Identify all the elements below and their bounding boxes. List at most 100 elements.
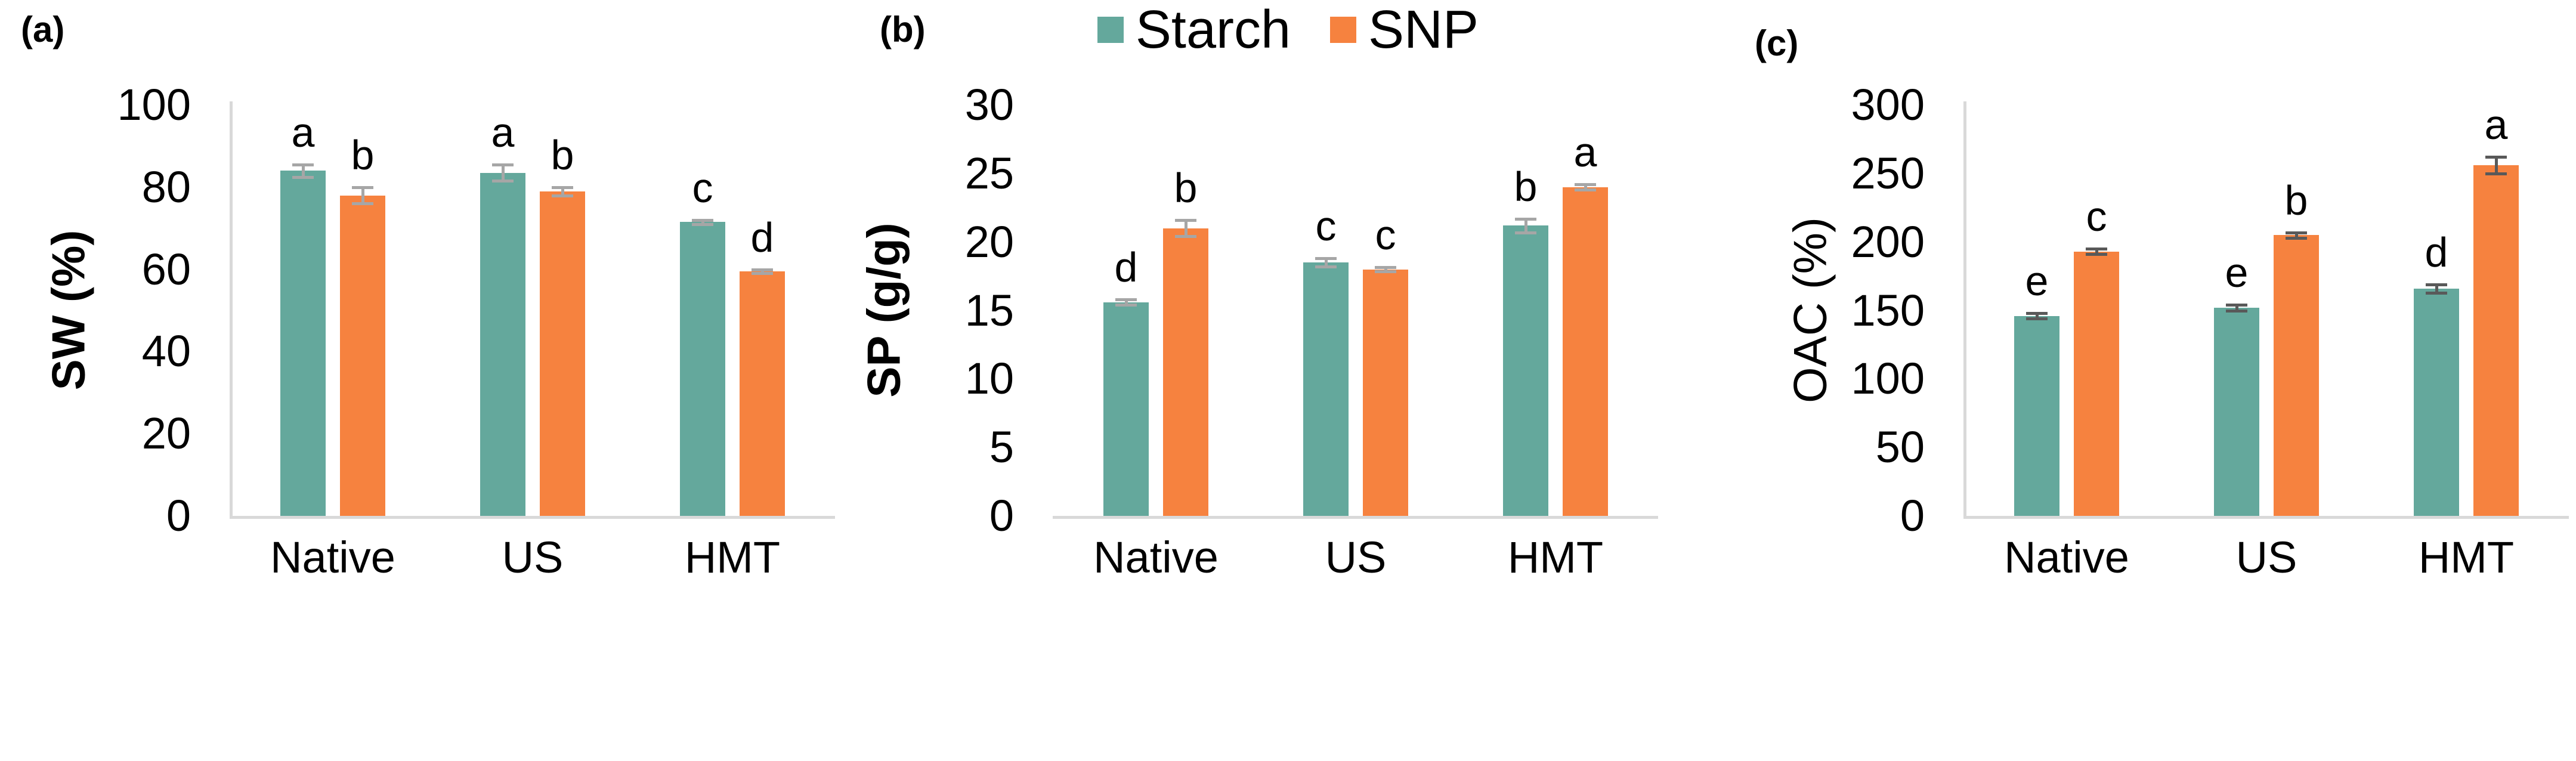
- bar-starch-hmt: [1503, 225, 1548, 516]
- y-tick-label: 20: [964, 217, 1014, 267]
- error-bar-cap-top: [2226, 304, 2247, 307]
- error-bar-cap-top: [1515, 218, 1536, 221]
- error-bar-stem: [1524, 219, 1527, 233]
- error-bar-cap-top: [1315, 257, 1337, 260]
- legend-label-snp: SNP: [1368, 0, 1479, 60]
- y-tick-label: 15: [964, 286, 1014, 335]
- legend-swatch-snp-icon: [1330, 17, 1357, 43]
- panel-label-b: (b): [880, 10, 926, 50]
- sig-letter-snp-us: b: [551, 132, 574, 178]
- y-tick-label: 5: [989, 422, 1014, 472]
- bar-snp-native: [2074, 252, 2119, 516]
- bar-starch-hmt: [680, 222, 725, 516]
- y-tick-label: 50: [1875, 422, 1925, 472]
- error-bar-stem: [502, 165, 505, 181]
- sig-letter-starch-hmt: d: [2425, 229, 2448, 276]
- y-tick-label: 40: [141, 326, 191, 376]
- sig-letter-starch-us: c: [1315, 203, 1337, 249]
- x-axis-line: [1963, 516, 2569, 519]
- error-bar-cap-top: [2426, 283, 2447, 286]
- category-label-native: Native: [1093, 533, 1219, 582]
- bar-starch-us: [1303, 262, 1349, 516]
- panel-c: (c) OAC (%) 0 50 100 150 200 250 300 Native e c US e b…: [1718, 0, 2576, 761]
- error-bar-cap-top: [752, 268, 773, 271]
- error-bar-stem: [2495, 157, 2498, 174]
- error-bar-cap-top: [1575, 183, 1596, 186]
- bar-snp-hmt: [2473, 165, 2519, 516]
- category-label-native: Native: [270, 533, 395, 582]
- y-tick-label: 0: [989, 491, 1014, 540]
- error-bar-stem: [1125, 299, 1128, 305]
- y-axis-line: [230, 101, 233, 519]
- error-bar-cap-top: [292, 163, 314, 166]
- category-label-us: US: [502, 533, 564, 582]
- bar-snp-us: [540, 191, 585, 516]
- legend: Starch SNP: [0, 0, 2576, 60]
- error-bar-cap-top: [2485, 156, 2507, 159]
- y-tick-label: 200: [1851, 217, 1925, 267]
- category-label-native: Native: [2004, 533, 2129, 582]
- error-bar-stem: [2435, 284, 2438, 293]
- bar-starch-us: [2214, 308, 2259, 516]
- sig-letter-starch-us: e: [2225, 249, 2249, 296]
- error-bar-cap-bottom: [1315, 265, 1337, 268]
- category-label-hmt: HMT: [1507, 533, 1604, 582]
- y-tick-label: 150: [1851, 286, 1925, 335]
- panel-label-c: (c): [1755, 23, 1799, 63]
- error-bar-stem: [302, 165, 305, 177]
- legend-item-snp: SNP: [1330, 0, 1479, 60]
- y-tick-label: 60: [141, 245, 191, 294]
- bar-snp-hmt: [740, 271, 785, 516]
- error-bar-cap-bottom: [752, 272, 773, 275]
- error-bar-stem: [561, 187, 564, 196]
- sig-letter-starch-native: e: [2025, 258, 2049, 304]
- error-bar-cap-top: [1115, 298, 1137, 301]
- sig-letter-snp-hmt: d: [750, 214, 774, 261]
- y-tick-label: 10: [964, 354, 1014, 403]
- legend-swatch-starch-icon: [1097, 17, 1124, 43]
- y-tick-label: 0: [166, 491, 191, 540]
- error-bar-cap-bottom: [552, 194, 573, 197]
- error-bar-stem: [1325, 258, 1328, 267]
- panel-a: (a) SW (%) 0 20 40 60 80 100 Native a b US a b HMT c d: [0, 0, 859, 761]
- bar-starch-native: [2014, 316, 2059, 516]
- panel-label-a: (a): [21, 10, 65, 50]
- x-axis-line: [1053, 516, 1658, 519]
- y-tick-label: 250: [1851, 149, 1925, 198]
- error-bar-cap-bottom: [2026, 317, 2048, 320]
- error-bar-cap-bottom: [692, 223, 713, 226]
- error-bar-stem: [1185, 220, 1188, 237]
- sig-letter-snp-hmt: a: [1573, 129, 1597, 175]
- category-label-hmt: HMT: [2418, 533, 2515, 582]
- sig-letter-starch-native: a: [291, 109, 315, 156]
- error-bar-stem: [761, 270, 764, 274]
- error-bar-cap-top: [692, 219, 713, 222]
- y-tick-label: 100: [1851, 354, 1925, 403]
- error-bar-stem: [2235, 305, 2238, 310]
- sig-letter-snp-us: b: [2284, 177, 2308, 224]
- bar-starch-us: [480, 173, 525, 516]
- x-axis-line: [230, 516, 835, 519]
- sig-letter-snp-native: c: [2086, 193, 2107, 240]
- error-bar-cap-bottom: [292, 176, 314, 179]
- y-tick-label: 25: [964, 149, 1014, 198]
- category-label-us: US: [2235, 533, 2297, 582]
- bar-snp-us: [1363, 270, 1408, 516]
- category-label-us: US: [1325, 533, 1387, 582]
- panel-b: (b) SP (g/g) 0 5 10 15 20 25 30 Native d b US c c HMT b a: [858, 0, 1718, 761]
- error-bar-cap-bottom: [1375, 270, 1396, 273]
- y-axis-line: [1963, 101, 1966, 519]
- error-bar-cap-top: [492, 163, 514, 166]
- error-bar-cap-top: [2026, 312, 2048, 315]
- error-bar-cap-bottom: [2426, 292, 2447, 295]
- bar-snp-us: [2274, 235, 2319, 516]
- error-bar-cap-bottom: [1175, 235, 1196, 238]
- category-label-hmt: HMT: [684, 533, 781, 582]
- error-bar-cap-bottom: [2286, 237, 2307, 240]
- sig-letter-snp-us: c: [1375, 212, 1396, 258]
- bar-starch-native: [1103, 302, 1149, 516]
- error-bar-stem: [2036, 313, 2039, 318]
- sig-letter-starch-hmt: c: [692, 165, 713, 211]
- error-bar-stem: [2295, 233, 2298, 238]
- error-bar-stem: [1584, 184, 1587, 190]
